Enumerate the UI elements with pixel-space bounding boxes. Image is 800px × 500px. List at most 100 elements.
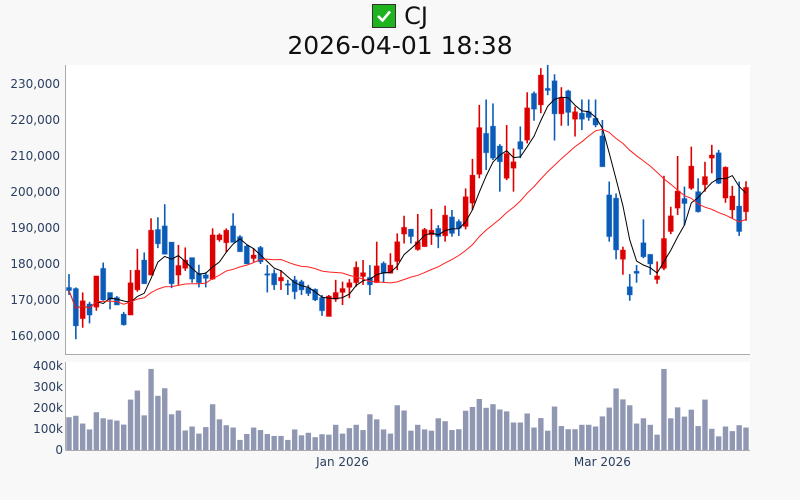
volume-bar <box>695 426 701 450</box>
volume-bar <box>415 424 421 450</box>
candle-up <box>701 161 709 192</box>
candle-up <box>216 233 223 242</box>
candle-body <box>168 241 175 285</box>
candle-body <box>565 90 572 113</box>
volume-bar <box>538 418 544 450</box>
volume-bar <box>244 434 250 450</box>
candle-down <box>243 244 250 265</box>
volume-bar <box>271 435 277 450</box>
candle-up <box>619 246 627 275</box>
candle-body <box>571 111 579 120</box>
candle-down <box>230 213 237 243</box>
volume-bar <box>394 405 400 450</box>
candle-down <box>113 296 120 306</box>
candle-body <box>277 276 285 282</box>
volume-bar <box>141 415 147 450</box>
candle-body <box>318 296 326 312</box>
candle-down <box>154 217 161 249</box>
volume-bar <box>127 399 134 450</box>
candle-body <box>715 152 722 184</box>
volume-bar <box>688 409 694 450</box>
candle-up <box>127 270 134 316</box>
candle-down <box>312 288 319 302</box>
volume-bar <box>551 406 558 450</box>
volume-bar <box>326 434 332 450</box>
candle-down <box>271 269 278 290</box>
volume-bar <box>517 422 524 450</box>
candle-body <box>667 215 674 233</box>
volume-bar <box>524 413 530 450</box>
candle-up <box>524 92 531 144</box>
candle-body <box>400 226 408 235</box>
candle-body <box>175 264 182 276</box>
candle-body <box>469 174 476 204</box>
candle-body <box>65 286 73 292</box>
candle-up <box>442 205 449 242</box>
volume-bar <box>264 434 271 450</box>
volume-tick-label: 100k <box>33 422 63 436</box>
timestamp-label: 2026-04-01 18:38 <box>287 31 513 60</box>
candle-up <box>223 228 230 253</box>
green-check-icon <box>372 4 397 28</box>
candle-up <box>537 68 544 114</box>
volume-bar <box>374 419 380 450</box>
candle-body <box>503 152 510 179</box>
candle-up <box>729 185 736 219</box>
volume-bar <box>162 388 168 450</box>
candle-body <box>517 141 524 150</box>
candle-up <box>688 146 695 190</box>
candle-body <box>633 270 640 274</box>
candle-down <box>626 274 633 301</box>
candle-body <box>708 154 715 159</box>
volume-bar <box>216 419 223 450</box>
candle-body <box>606 194 613 238</box>
volume-bar <box>586 424 592 450</box>
moving-average-line-ma20 <box>68 128 747 309</box>
candle-down <box>435 225 442 249</box>
volume-bar <box>175 410 182 450</box>
volume-bar <box>73 415 79 450</box>
candle-body <box>284 283 291 286</box>
price-tick-label: 180,000 <box>10 257 60 271</box>
candle-down <box>612 193 620 260</box>
candle-body <box>147 229 155 276</box>
candle-down <box>284 279 291 295</box>
candle-body <box>647 253 654 265</box>
volume-bar <box>79 423 86 450</box>
candle-down <box>291 275 298 300</box>
candle-body <box>736 205 743 233</box>
volume-bar <box>490 404 496 450</box>
volume-bar <box>66 417 72 450</box>
candle-down <box>647 253 654 275</box>
volume-bar <box>380 429 387 450</box>
candle-up <box>147 218 155 276</box>
candle-down <box>565 89 572 126</box>
volume-bar <box>674 407 681 450</box>
candle-body <box>134 269 141 291</box>
candle-up <box>93 275 100 311</box>
candle-body <box>359 272 367 278</box>
candle-down <box>448 210 456 237</box>
candle-up <box>400 215 408 244</box>
candle-body <box>106 291 114 300</box>
volume-bar <box>148 368 154 450</box>
volume-bar <box>250 427 257 450</box>
candle-body <box>394 241 401 262</box>
volume-bar <box>599 416 606 450</box>
candle-down <box>736 181 743 236</box>
candle-up <box>387 253 394 274</box>
candle-up <box>353 261 360 287</box>
volume-bar <box>155 395 161 450</box>
candle-up <box>510 148 517 192</box>
volume-bar <box>476 398 483 450</box>
candle-body <box>612 197 620 251</box>
candle-up <box>209 228 216 280</box>
ticker-label: CJ <box>404 2 428 30</box>
volume-bar <box>497 409 503 450</box>
volume-bar <box>435 418 441 450</box>
volume-bar <box>114 420 120 450</box>
volume-bar <box>428 430 435 450</box>
candle-down <box>161 204 168 255</box>
candle-down <box>100 262 107 301</box>
volume-tick-label: 400k <box>33 359 63 373</box>
